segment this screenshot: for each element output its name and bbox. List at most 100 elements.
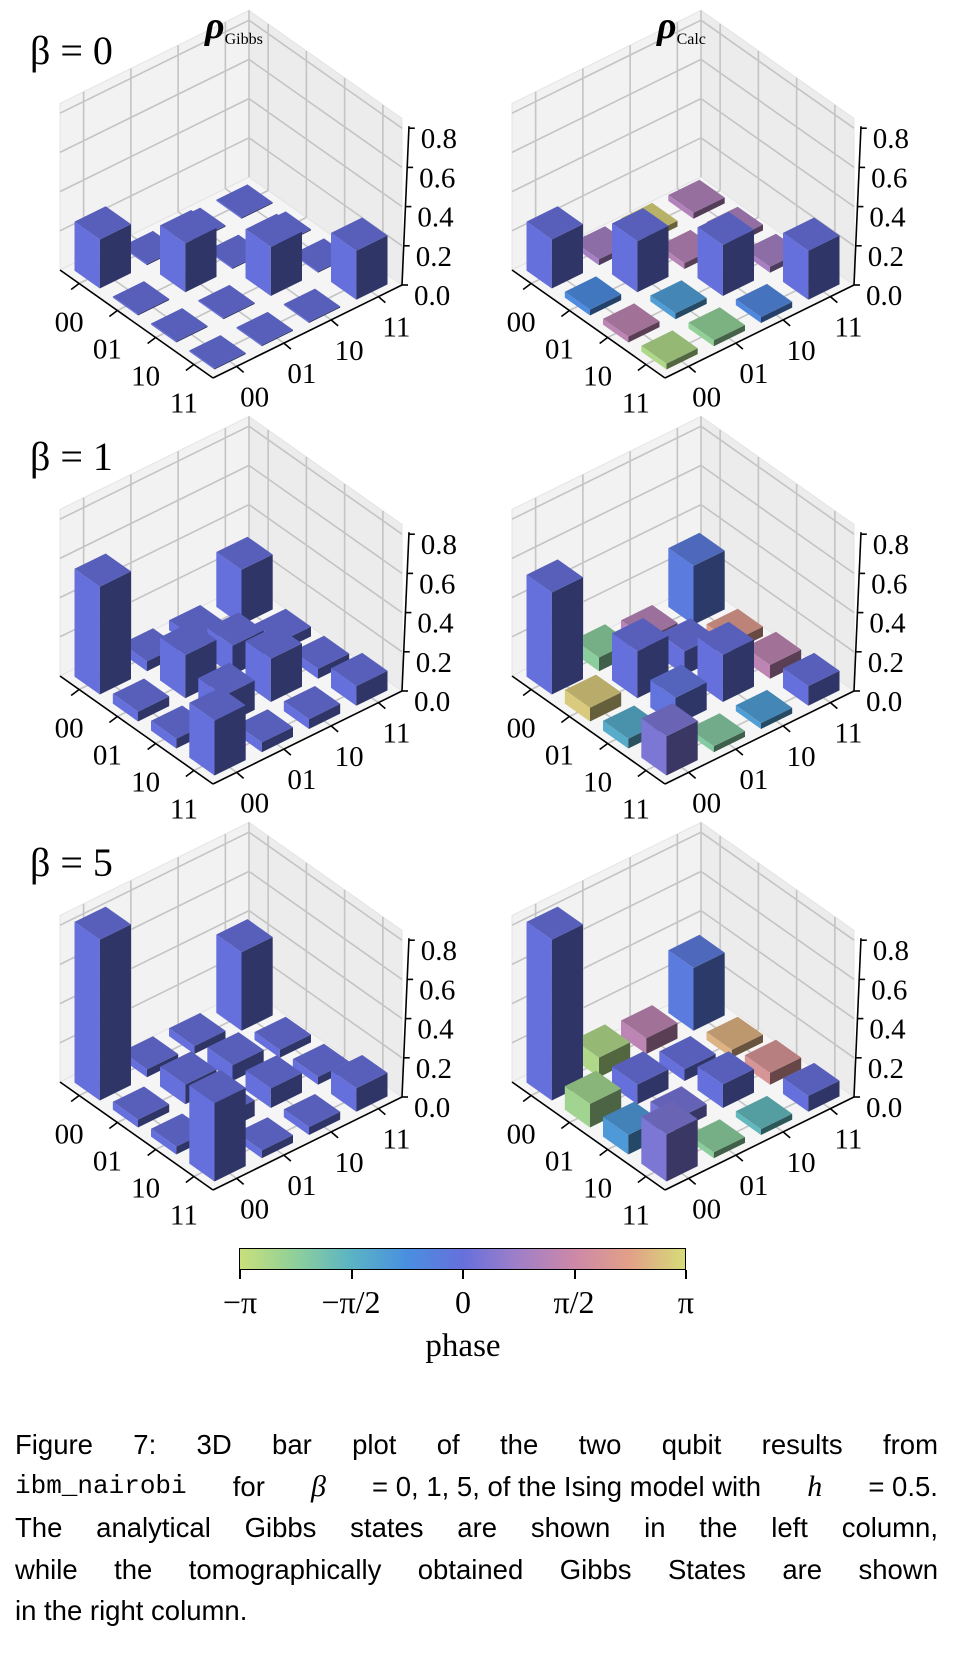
bar3d-panel-gibbs-0: 0.0 0.2 0.4 0.6 0.8 00 01 10 11 00 01 10 11 ρGibbs β =… <box>0 0 470 420</box>
bar-left-face <box>216 934 242 1031</box>
bar-top-face <box>331 652 388 687</box>
col-tick-label: 10 <box>787 335 816 367</box>
bar-left-face <box>245 229 271 296</box>
grid-line <box>700 19 855 129</box>
axis-line <box>599 336 609 345</box>
bar-left-face <box>735 705 761 729</box>
bar-left-face <box>564 1086 590 1128</box>
col-tick-label: 11 <box>382 718 410 750</box>
row-tick-label: 01 <box>545 334 574 366</box>
row-tick-label: 10 <box>131 767 160 799</box>
axis-line <box>688 1177 697 1185</box>
bar-top-face <box>207 612 264 646</box>
bar-left-face <box>697 1066 723 1108</box>
col-tick-label: 00 <box>240 1193 269 1225</box>
bar-left-face <box>331 668 357 706</box>
bar-11-10 <box>283 288 341 323</box>
col-tick-label: 01 <box>739 764 768 796</box>
z-tick-label: 0.4 <box>417 608 454 640</box>
bar-right-face <box>808 670 840 706</box>
col-tick-label: 00 <box>240 381 269 413</box>
axis-line <box>70 1094 80 1103</box>
bar-left-face <box>151 1128 177 1155</box>
axis-line <box>401 532 410 692</box>
axis-line <box>330 1131 339 1139</box>
z-tick-label: 0.0 <box>866 686 902 718</box>
bar-top-face <box>603 303 660 337</box>
bar-top-face <box>74 906 131 940</box>
grid-line <box>700 543 855 653</box>
bar-right-face <box>99 224 131 289</box>
bar-left-face <box>564 291 590 316</box>
bar-01-00 <box>112 678 170 722</box>
caption-text: = 0, 1, 5, of the Ising model with <box>364 1470 769 1502</box>
bar-left-face <box>650 295 676 320</box>
bar-top-face <box>331 217 388 251</box>
bar-left-face <box>160 637 186 699</box>
bar-left-face <box>744 1055 770 1085</box>
grid-line <box>700 97 855 208</box>
axis-line <box>522 688 532 697</box>
bar-top-face <box>245 625 302 659</box>
bar-top-face <box>292 635 350 669</box>
bar-11-11 <box>331 1055 388 1112</box>
bar-right-face <box>628 321 660 343</box>
bar-right-face <box>232 1049 264 1081</box>
bar-right-face <box>693 550 725 625</box>
axis-line <box>108 309 118 318</box>
grid-line <box>248 19 403 129</box>
z-tick-label: 0.2 <box>868 241 904 273</box>
bar-left-face <box>245 1070 271 1108</box>
bar-right-face <box>261 1135 293 1159</box>
bar-left-face <box>526 221 552 289</box>
row-tick-label: 11 <box>622 794 650 826</box>
bar-top-face <box>573 1024 631 1058</box>
bar-right-face <box>693 952 725 1031</box>
bar-right-face <box>270 643 302 702</box>
bar-right-face <box>722 639 754 702</box>
axis-line <box>185 363 195 372</box>
col-tick-label: 11 <box>382 312 410 344</box>
grid-line <box>248 831 403 941</box>
bar-11-11 <box>331 217 388 300</box>
grid-line <box>700 909 855 1020</box>
bar-top-face <box>160 210 217 244</box>
bar-right-face <box>666 348 698 370</box>
bar-top-face <box>564 1070 622 1104</box>
z-tick-label: 0.0 <box>866 1092 902 1124</box>
caption-math: h <box>807 1469 823 1503</box>
col-tick-label: 11 <box>834 1124 862 1156</box>
row-tick-label: 01 <box>93 740 122 772</box>
bar-00-11 <box>216 184 273 219</box>
bar-left-face <box>331 232 357 300</box>
bar-left-face <box>160 1066 186 1105</box>
z-tick-label: 0.4 <box>417 1014 454 1046</box>
col-tick-label: 11 <box>382 1124 410 1156</box>
axis-line <box>782 725 791 733</box>
bar-right-face <box>722 1069 754 1108</box>
bar-right-face <box>309 703 341 729</box>
bar-left-face <box>216 199 242 219</box>
bar-right-face <box>722 229 754 296</box>
bar-top-face <box>254 1016 311 1050</box>
bar-right-face <box>761 1113 793 1135</box>
bar3d-panel-calc-1: 0.0 0.2 0.4 0.6 0.8 00 01 10 11 00 01 10 11 <box>452 406 922 826</box>
bar-right-face <box>185 227 217 293</box>
bar-right-face <box>99 924 131 1101</box>
bar-right-face <box>279 1034 311 1058</box>
bar-right-face <box>590 692 622 722</box>
bar-right-face <box>309 306 341 323</box>
bar-top-face <box>706 1016 763 1050</box>
bar-01-00 <box>564 674 622 722</box>
bar-right-face <box>214 1087 246 1182</box>
bar-left-face <box>74 221 100 289</box>
axis-line <box>108 1121 118 1130</box>
bar-left-face <box>612 223 638 293</box>
bar-left-face <box>735 1111 761 1135</box>
bar-left-face <box>198 300 224 320</box>
title-subscript: Gibbs <box>225 31 263 48</box>
bar-top-face <box>160 621 217 656</box>
row-tick-label: 11 <box>622 1200 650 1232</box>
bar-11-10 <box>283 1094 341 1135</box>
colorbar-tick <box>574 1270 576 1279</box>
